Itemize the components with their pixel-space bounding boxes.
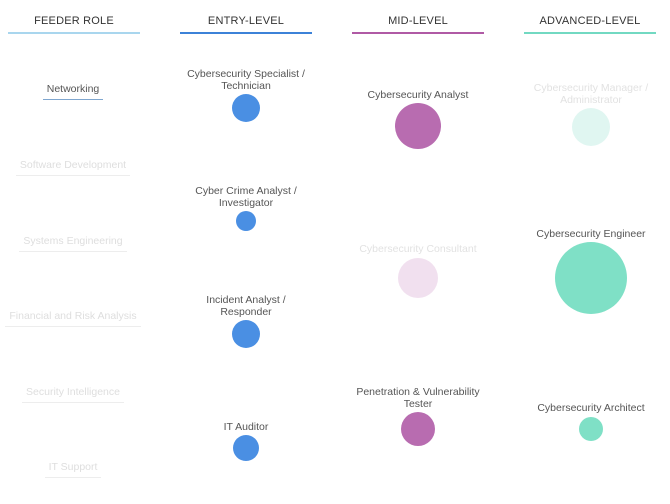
advanced-dot-cybersecurity-engineer[interactable] — [555, 242, 627, 314]
advanced-dot-cybersecurity-architect[interactable] — [579, 417, 603, 441]
node-label-line2: Administrator — [560, 94, 622, 106]
column-header-entry-level: ENTRY-LEVEL — [207, 15, 285, 27]
node-label-line1: IT Auditor — [223, 421, 269, 433]
entry-node-it-auditor[interactable]: IT Auditor — [178, 421, 314, 433]
feeder-role-software-development[interactable]: Software Development — [4, 159, 142, 176]
node-label-line1: Cybersecurity Manager / — [533, 82, 649, 94]
advanced-dot-cybersecurity-manager[interactable] — [572, 108, 610, 146]
feeder-role-financial-risk-analysis[interactable]: Financial and Risk Analysis — [4, 310, 142, 327]
entry-node-cyber-crime-analyst[interactable]: Cyber Crime Analyst / Investigator — [178, 185, 314, 209]
column-underline-advanced-level — [524, 32, 656, 34]
feeder-role-label: Networking — [42, 83, 104, 100]
node-label-line1: Cybersecurity Specialist / — [187, 68, 305, 80]
column-underline-entry-level — [180, 32, 312, 34]
node-label-line2: Tester — [403, 398, 433, 410]
column-header-mid-level: MID-LEVEL — [388, 15, 448, 27]
entry-node-cybersecurity-specialist[interactable]: Cybersecurity Specialist / Technician — [178, 68, 314, 92]
entry-dot-it-auditor[interactable] — [233, 435, 259, 461]
entry-dot-incident-analyst[interactable] — [232, 320, 260, 348]
node-label-line1: Penetration & Vulnerability — [356, 386, 480, 398]
node-label-line2: Technician — [221, 80, 271, 92]
mid-node-cybersecurity-consultant[interactable]: Cybersecurity Consultant — [345, 243, 491, 255]
column-underline-feeder-role — [8, 32, 140, 34]
mid-dot-cybersecurity-consultant[interactable] — [398, 258, 438, 298]
node-label-line1: Cybersecurity Consultant — [359, 243, 477, 255]
mid-node-cybersecurity-analyst[interactable]: Cybersecurity Analyst — [345, 89, 491, 101]
advanced-node-cybersecurity-manager[interactable]: Cybersecurity Manager / Administrator — [518, 82, 664, 106]
feeder-role-security-intelligence[interactable]: Security Intelligence — [4, 386, 142, 403]
mid-node-penetration-tester[interactable]: Penetration & Vulnerability Tester — [345, 386, 491, 410]
entry-dot-cyber-crime-analyst[interactable] — [236, 211, 256, 231]
node-label-line2: Investigator — [218, 197, 274, 209]
mid-dot-penetration-tester[interactable] — [401, 412, 435, 446]
feeder-role-label: Security Intelligence — [22, 386, 124, 403]
column-header-feeder-role: FEEDER ROLE — [34, 15, 114, 27]
column-underline-mid-level — [352, 32, 484, 34]
feeder-role-networking[interactable]: Networking — [4, 83, 142, 100]
advanced-node-cybersecurity-engineer[interactable]: Cybersecurity Engineer — [518, 228, 664, 240]
node-label-line1: Cybersecurity Engineer — [536, 228, 646, 240]
node-label-line1: Cybersecurity Analyst — [367, 89, 469, 101]
feeder-role-label: Software Development — [15, 159, 131, 176]
feeder-role-systems-engineering[interactable]: Systems Engineering — [4, 235, 142, 252]
column-header-advanced-level: ADVANCED-LEVEL — [539, 15, 641, 27]
feeder-role-label: Systems Engineering — [19, 235, 127, 252]
mid-dot-cybersecurity-analyst[interactable] — [395, 103, 441, 149]
advanced-node-cybersecurity-architect[interactable]: Cybersecurity Architect — [518, 402, 664, 414]
entry-dot-cybersecurity-specialist[interactable] — [232, 94, 260, 122]
node-label-line1: Cybersecurity Architect — [537, 402, 645, 414]
node-label-line1: Cyber Crime Analyst / — [195, 185, 297, 197]
entry-node-incident-analyst[interactable]: Incident Analyst / Responder — [178, 294, 314, 318]
feeder-role-label: IT Support — [44, 461, 102, 478]
node-label-line2: Responder — [220, 306, 272, 318]
feeder-role-label: Financial and Risk Analysis — [5, 310, 141, 327]
feeder-role-it-support[interactable]: IT Support — [4, 461, 142, 478]
node-label-line1: Incident Analyst / — [206, 294, 286, 306]
